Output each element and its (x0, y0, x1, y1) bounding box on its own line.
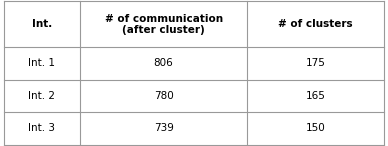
Text: # of communication
(after cluster): # of communication (after cluster) (104, 14, 223, 35)
Text: 806: 806 (154, 58, 173, 68)
Text: Int. 2: Int. 2 (28, 91, 55, 101)
Text: 175: 175 (306, 58, 326, 68)
Text: 780: 780 (154, 91, 173, 101)
Text: 165: 165 (306, 91, 326, 101)
Text: Int.: Int. (32, 19, 52, 29)
Text: Int. 3: Int. 3 (28, 123, 55, 133)
Text: 150: 150 (306, 123, 326, 133)
Text: # of clusters: # of clusters (278, 19, 353, 29)
Text: 739: 739 (154, 123, 173, 133)
Text: Int. 1: Int. 1 (28, 58, 55, 68)
